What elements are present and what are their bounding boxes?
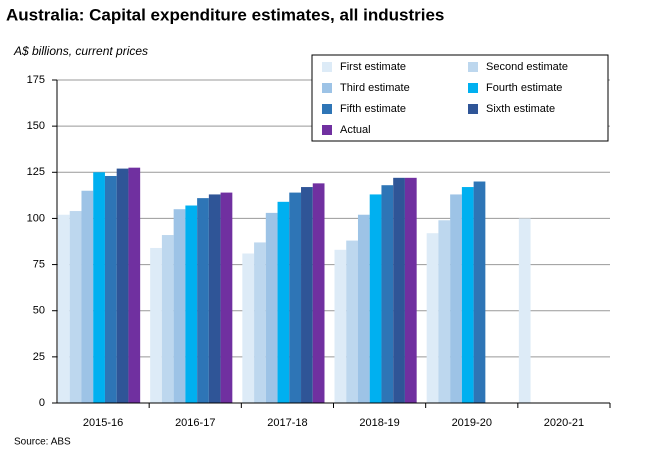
bar bbox=[450, 194, 462, 403]
bar bbox=[116, 168, 129, 403]
bar bbox=[104, 175, 117, 403]
x-tick-label: 2015-16 bbox=[83, 417, 123, 429]
bar bbox=[369, 194, 382, 403]
bar bbox=[473, 181, 486, 403]
bar bbox=[426, 233, 439, 403]
bar bbox=[93, 172, 105, 403]
chart-subtitle: A$ billions, current prices bbox=[13, 44, 148, 58]
x-tick-label: 2016-17 bbox=[175, 417, 215, 429]
bar bbox=[461, 187, 474, 403]
legend-box bbox=[311, 54, 609, 142]
y-tick-label: 0 bbox=[39, 397, 45, 409]
x-tick-label: 2017-18 bbox=[267, 417, 307, 429]
bar bbox=[161, 235, 174, 403]
bar bbox=[438, 220, 451, 403]
y-tick-label: 75 bbox=[33, 258, 45, 270]
bar bbox=[312, 183, 325, 403]
source: Source: ABS bbox=[14, 437, 71, 448]
bar bbox=[404, 177, 417, 403]
bar bbox=[381, 185, 394, 403]
bar bbox=[346, 240, 358, 403]
bar bbox=[289, 192, 302, 403]
legend-label: Sixth estimate bbox=[486, 103, 555, 115]
y-tick-label: 100 bbox=[27, 212, 45, 224]
bar bbox=[518, 218, 531, 403]
chart-title: Australia: Capital expenditure estimates… bbox=[6, 5, 444, 24]
bar bbox=[265, 212, 278, 403]
legend-swatch bbox=[468, 83, 478, 93]
bar bbox=[69, 211, 82, 403]
bar bbox=[393, 177, 405, 403]
bar bbox=[208, 194, 221, 403]
x-tick-label: 2020-21 bbox=[544, 417, 584, 429]
legend-label: Third estimate bbox=[340, 82, 410, 94]
legend-label: First estimate bbox=[340, 61, 406, 73]
legend-swatch bbox=[322, 83, 332, 93]
bar bbox=[58, 214, 70, 403]
bar bbox=[357, 214, 370, 403]
bar bbox=[254, 242, 266, 403]
legend-swatch bbox=[468, 62, 478, 72]
bar bbox=[242, 253, 255, 403]
y-tick-label: 125 bbox=[27, 166, 45, 178]
legend-label: Second estimate bbox=[486, 61, 568, 73]
bar bbox=[185, 205, 198, 403]
legend-label: Fourth estimate bbox=[486, 82, 562, 94]
legend-label: Actual bbox=[340, 124, 371, 136]
legend-swatch bbox=[322, 62, 332, 72]
bar bbox=[197, 198, 209, 403]
y-tick-label: 150 bbox=[27, 120, 45, 132]
bar bbox=[128, 167, 141, 403]
y-tick-label: 175 bbox=[27, 74, 45, 86]
bar bbox=[334, 249, 347, 403]
x-tick-label: 2018-19 bbox=[359, 417, 399, 429]
legend-swatch bbox=[468, 104, 478, 114]
bar bbox=[277, 201, 290, 403]
legend-label: Fifth estimate bbox=[340, 103, 406, 115]
legend-swatch bbox=[322, 125, 332, 135]
legend-swatch bbox=[322, 104, 332, 114]
bar bbox=[150, 247, 162, 403]
bar bbox=[173, 209, 186, 403]
bar bbox=[220, 192, 233, 403]
bar bbox=[81, 190, 94, 403]
y-tick-label: 25 bbox=[33, 351, 45, 363]
x-tick-label: 2019-20 bbox=[452, 417, 492, 429]
bar bbox=[301, 187, 313, 403]
y-tick-label: 50 bbox=[33, 305, 45, 317]
